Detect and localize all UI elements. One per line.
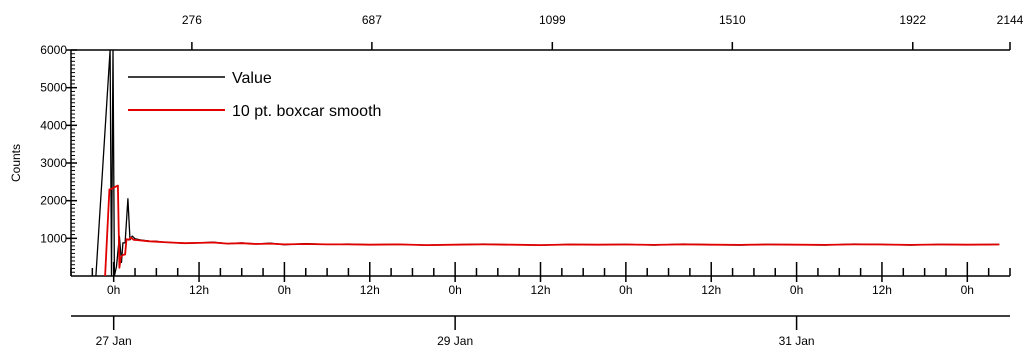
top-tick-label: 276 <box>182 13 202 27</box>
hour-tick-label: 0h <box>790 283 803 297</box>
hour-tick-label: 12h <box>872 283 892 297</box>
y-axis-title: Counts <box>9 144 23 182</box>
y-axis: 1000 2000 3000 4000 5000 6000 <box>40 43 77 273</box>
legend: Value 10 pt. boxcar smooth <box>128 70 381 120</box>
y-tick-label: 2000 <box>40 194 67 208</box>
series-layer <box>95 49 1000 277</box>
hour-tick-label: 12h <box>189 283 209 297</box>
top-tick-label: 687 <box>362 13 382 27</box>
date-tick-label: 29 Jan <box>437 334 473 348</box>
y-tick-label: 5000 <box>40 81 67 95</box>
top-tick-label: 2144 <box>997 13 1024 27</box>
top-axis: 276 687 1099 1510 1922 2144 <box>182 13 1024 50</box>
date-tick-label: 31 Jan <box>779 334 815 348</box>
date-axis: 27 Jan 29 Jan 31 Jan <box>96 316 815 348</box>
hour-tick-label: 0h <box>278 283 291 297</box>
hour-tick-label: 0h <box>619 283 632 297</box>
y-tick-label: 4000 <box>40 118 67 132</box>
y-tick-label: 3000 <box>40 156 67 170</box>
y-tick-label: 6000 <box>40 43 67 57</box>
y-tick-label: 1000 <box>40 231 67 245</box>
top-tick-label: 1510 <box>719 13 746 27</box>
hour-tick-label: 0h <box>961 283 974 297</box>
hour-tick-label: 12h <box>530 283 550 297</box>
hour-tick-label: 12h <box>701 283 721 297</box>
hour-tick-label: 12h <box>360 283 380 297</box>
top-tick-label: 1099 <box>539 13 566 27</box>
top-tick-label: 1922 <box>899 13 926 27</box>
hour-tick-label: 0h <box>448 283 461 297</box>
date-tick-label: 27 Jan <box>96 334 132 348</box>
legend-label-smooth: 10 pt. boxcar smooth <box>232 103 381 120</box>
series-line-smooth <box>104 184 1000 277</box>
bottom-axis: 0h 12h 0h 12h 0h 12h 0h 12h 0h 12h 0h <box>70 262 1011 297</box>
hour-tick-label: 0h <box>107 283 120 297</box>
legend-label-value: Value <box>232 70 272 87</box>
